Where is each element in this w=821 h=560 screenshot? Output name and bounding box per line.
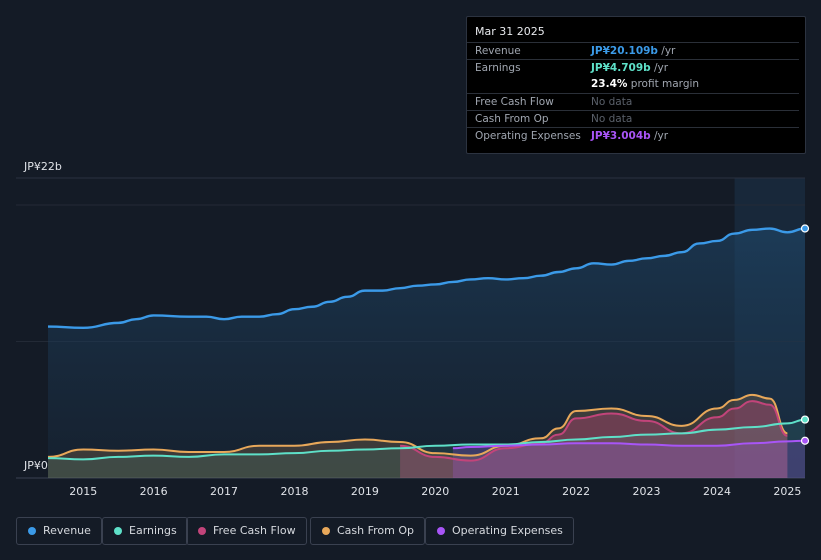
legend-dot-icon — [322, 527, 330, 535]
legend-dot-icon — [28, 527, 36, 535]
free-cash-flow-line — [400, 400, 788, 462]
x-tick-label: 2025 — [773, 485, 801, 498]
tooltip-value: JP¥20.109b /yr — [591, 45, 676, 57]
tooltip: Mar 31 2025 Revenue JP¥20.109b /yr Earni… — [466, 16, 806, 154]
tooltip-row-cfo: Cash From Op No data — [467, 110, 799, 127]
tooltip-label: Revenue — [475, 45, 521, 57]
revenue-endpoint — [800, 224, 810, 233]
tooltip-value: No data — [591, 96, 633, 108]
earnings-area — [48, 419, 805, 478]
tooltip-value: 23.4% profit margin — [591, 78, 700, 90]
legend-cash-from-op[interactable]: Cash From Op — [310, 517, 426, 545]
legend-operating-expenses[interactable]: Operating Expenses — [425, 517, 574, 545]
operating-expenses-area — [452, 440, 805, 478]
operating-expenses-endpoint — [800, 436, 810, 445]
legend-dot-icon — [437, 527, 445, 535]
tooltip-label: Operating Expenses — [475, 130, 581, 142]
tooltip-label: Cash From Op — [475, 113, 549, 125]
revenue-area — [48, 228, 805, 478]
tooltip-value: No data — [591, 113, 633, 125]
x-tick-label: 2023 — [633, 485, 661, 498]
tooltip-row-opex: Operating Expenses JP¥3.004b /yr — [467, 127, 799, 144]
y-tick-max: JP¥22b — [24, 160, 62, 173]
cash-from-op-area — [48, 394, 788, 478]
revenue-line — [47, 227, 806, 330]
tooltip-row-earnings: Earnings JP¥4.709b /yr — [467, 59, 799, 76]
legend-free-cash-flow[interactable]: Free Cash Flow — [186, 517, 307, 545]
tooltip-row-fcf: Free Cash Flow No data — [467, 93, 799, 110]
legend-revenue[interactable]: Revenue — [16, 517, 102, 545]
legend-dot-icon — [198, 527, 206, 535]
earnings-line — [47, 418, 806, 461]
x-tick-label: 2015 — [69, 485, 97, 498]
tooltip-label: Free Cash Flow — [475, 96, 554, 108]
earnings-endpoint — [800, 415, 810, 424]
legend-earnings[interactable]: Earnings — [102, 517, 188, 545]
x-tick-label: 2019 — [351, 485, 379, 498]
tooltip-row-revenue: Revenue JP¥20.109b /yr — [467, 42, 799, 59]
operating-expenses-line — [452, 439, 806, 450]
x-tick-label: 2021 — [492, 485, 520, 498]
x-tick-label: 2024 — [703, 485, 731, 498]
free-cash-flow-area — [400, 401, 788, 478]
x-tick-label: 2016 — [140, 485, 168, 498]
y-tick-zero: JP¥0 — [24, 459, 48, 472]
legend-dot-icon — [114, 527, 122, 535]
tooltip-date: Mar 31 2025 — [475, 25, 545, 38]
tooltip-value: JP¥4.709b /yr — [591, 62, 669, 74]
chart: 2015 2016 2017 2018 2019 2020 2021 2022 2023 2024… — [16, 177, 810, 498]
x-tick-label: 2020 — [421, 485, 449, 498]
x-tick-label: 2017 — [210, 485, 238, 498]
tooltip-label: Earnings — [475, 62, 521, 74]
x-tick-label: 2022 — [562, 485, 590, 498]
x-tick-label: 2018 — [280, 485, 308, 498]
tooltip-value: JP¥3.004b /yr — [591, 130, 669, 142]
tooltip-row-margin: 23.4% profit margin — [467, 76, 799, 93]
cash-from-op-line — [47, 393, 788, 458]
